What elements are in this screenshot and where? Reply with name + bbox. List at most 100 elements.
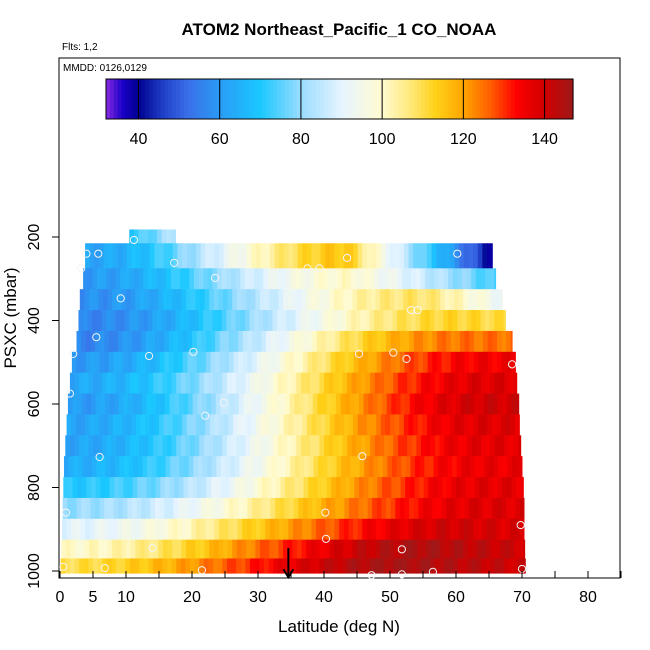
heatmap-cell [379,372,385,395]
heatmap-cell [91,393,97,415]
heatmap-cell [102,558,108,574]
heatmap-cell [93,435,99,457]
heatmap-cell [423,330,429,353]
heatmap-cell [81,477,87,499]
heatmap-cell [217,558,223,574]
heatmap-cell [250,372,256,395]
heatmap-cell [265,351,272,374]
heatmap-cell [200,243,206,269]
heatmap-cell [415,310,421,332]
heatmap-cell [142,456,148,478]
heatmap-cell [254,558,260,574]
heatmap-cell [370,372,376,395]
heatmap-cell [83,310,89,332]
heatmap-cell [490,539,497,559]
colorbar-segment [125,79,130,119]
heatmap-cell [246,518,252,541]
heatmap-cell [116,558,122,574]
heatmap-cell [65,435,71,457]
heatmap-cell [284,497,290,520]
heatmap-cell [108,243,114,269]
heatmap-cell [84,289,90,311]
heatmap-cell [386,330,392,353]
heatmap-cell [279,330,285,353]
heatmap-cell [167,539,173,559]
colorbar-segment [464,79,469,119]
heatmap-cell [250,558,256,574]
heatmap-cell [385,243,391,269]
heatmap-cell [362,243,368,269]
heatmap-cell [380,243,386,269]
heatmap-cell [343,289,349,311]
heatmap-cell [321,330,327,353]
heatmap-cell [334,414,340,436]
heatmap-cell [413,497,419,520]
heatmap-cell [289,477,295,499]
heatmap-cell [349,330,355,353]
colorbar-segment [362,79,368,119]
heatmap-cell [404,497,410,520]
heatmap-cell [157,229,163,244]
sample-point [94,249,103,258]
heatmap-cell [432,477,439,499]
heatmap-cell [104,351,110,374]
heatmap-cell [374,310,380,332]
heatmap-cell [232,289,238,311]
heatmap-cell [349,351,355,374]
heatmap-cell [238,497,244,520]
heatmap-cell [178,393,184,415]
heatmap-cell [97,558,103,574]
heatmap-cell [409,393,415,415]
heatmap-cell [442,456,448,478]
heatmap-cell [228,414,234,436]
heatmap-cell [454,414,460,436]
heatmap-cell [297,518,303,541]
heatmap-cell [374,268,380,290]
heatmap-cell [429,310,435,332]
heatmap-cell [293,497,299,520]
heatmap-cell [210,330,216,353]
heatmap-cell [325,243,331,269]
heatmap-cell [147,310,153,332]
heatmap-cell [166,229,172,244]
heatmap-cell [149,243,155,269]
heatmap-cell [416,372,422,395]
heatmap-cell [144,539,150,559]
heatmap-cell [143,268,149,290]
heatmap-cell [210,497,216,520]
heatmap-cell [465,456,472,478]
colorbar-segment [214,79,220,119]
heatmap-cell [133,229,140,244]
heatmap-cell [408,243,414,269]
heatmap-cell [405,393,411,415]
heatmap-cell [298,351,304,374]
heatmap-cell [411,435,417,457]
heatmap-cell [270,497,276,520]
heatmap-cell [415,456,421,478]
heatmap-cell [337,268,343,290]
heatmap-cell [454,539,460,559]
heatmap-cell [501,497,507,520]
heatmap-cell [79,372,85,395]
heatmap-cell [190,558,196,574]
heatmap-cell [75,414,81,436]
heatmap-cell [251,243,257,269]
heatmap-cell [464,497,470,520]
heatmap-cell [342,372,348,395]
heatmap-cell [428,393,434,415]
heatmap-cell [424,310,431,332]
heatmap-cell [400,477,406,499]
heatmap-cell [417,289,423,311]
heatmap-cell [242,243,248,269]
heatmap-cell [339,414,345,436]
heatmap-cell [294,456,301,478]
heatmap-cell [248,477,254,499]
heatmap-cell [139,539,145,559]
heatmap-cell [344,330,350,353]
heatmap-cell [256,497,262,520]
heatmap-cell [384,289,390,311]
heatmap-cell [508,558,514,574]
heatmap-cell [196,330,202,353]
heatmap-cell [98,414,105,436]
heatmap-cell [513,435,519,457]
